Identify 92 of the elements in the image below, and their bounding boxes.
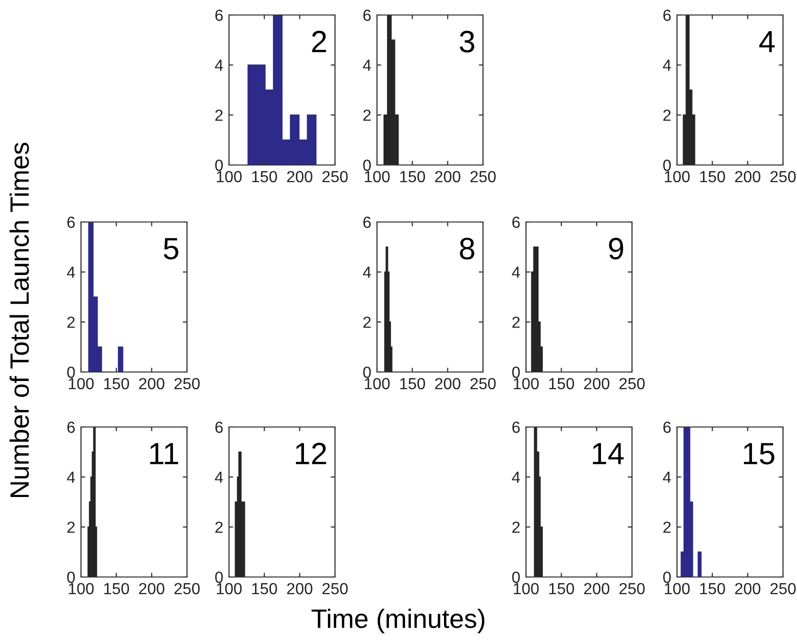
x-tick-label: 100 — [216, 170, 242, 182]
x-tick-label: 200 — [735, 170, 760, 182]
x-tick-label: 100 — [514, 582, 539, 594]
y-tick-label: 0 — [215, 572, 223, 583]
y-tick-label: 0 — [363, 366, 371, 378]
x-tick-label: 100 — [68, 378, 94, 390]
x-tick-label: 200 — [435, 378, 460, 390]
y-tick-label: 0 — [215, 160, 223, 171]
chart-title: 11 — [150, 443, 178, 464]
chart-title: 4 — [759, 31, 775, 52]
chart-title: 9 — [609, 238, 624, 260]
chart-title: 3 — [460, 30, 474, 52]
chart-title: 12 — [296, 442, 326, 464]
x-tick-label: 200 — [584, 378, 610, 390]
x-axis-title: Time (minutes) — [312, 608, 484, 634]
y-tick-label: 2 — [215, 110, 223, 121]
y-tick-label: 0 — [67, 572, 75, 583]
chart-title: 5 — [164, 238, 178, 260]
y-tick-label: 6 — [67, 422, 75, 433]
y-tick-label: 0 — [512, 366, 520, 378]
y-tick-label: 4 — [512, 266, 520, 278]
x-tick-label: 150 — [700, 582, 726, 594]
x-tick-label: 250 — [470, 378, 496, 390]
y-tick-label: 6 — [512, 216, 520, 228]
y-tick-label: 0 — [512, 572, 520, 583]
y-tick-label: 6 — [67, 216, 75, 228]
x-tick-label: 100 — [68, 582, 94, 594]
x-tick-label: 250 — [770, 582, 796, 594]
y-tick-label: 6 — [663, 422, 671, 433]
y-tick-label: 4 — [512, 472, 520, 483]
chart-title: 2 — [312, 30, 326, 52]
y-tick-label: 0 — [363, 160, 371, 171]
chart-title: 14 — [592, 443, 624, 464]
y-tick-label: 4 — [214, 472, 223, 483]
y-tick-label: 4 — [362, 266, 371, 278]
y-tick-label: 6 — [215, 10, 223, 21]
y-tick-label: 2 — [512, 316, 520, 328]
y-tick-label: 2 — [67, 522, 75, 533]
x-tick-label: 100 — [216, 582, 242, 594]
x-tick-label: 250 — [174, 582, 200, 594]
y-tick-label: 2 — [663, 110, 671, 121]
x-tick-label: 200 — [139, 378, 164, 390]
x-tick-label: 250 — [619, 378, 645, 390]
x-tick-label: 150 — [104, 378, 130, 390]
y-tick-label: 2 — [67, 316, 75, 328]
x-tick-label: 150 — [549, 378, 574, 390]
x-tick-label: 150 — [400, 170, 426, 182]
x-tick-label: 100 — [514, 378, 539, 390]
y-tick-label: 6 — [363, 10, 371, 21]
x-tick-label: 150 — [400, 378, 426, 390]
x-tick-label: 250 — [470, 170, 496, 182]
y-tick-label: 4 — [662, 60, 671, 71]
y-tick-label: 6 — [512, 422, 520, 433]
y-tick-label: 0 — [663, 160, 671, 171]
x-tick-label: 200 — [287, 582, 312, 594]
y-tick-label: 2 — [512, 522, 520, 533]
x-tick-label: 200 — [139, 582, 164, 594]
y-tick-label: 6 — [663, 10, 671, 21]
x-tick-label: 200 — [735, 582, 760, 594]
y-tick-label: 2 — [663, 522, 671, 533]
x-tick-label: 150 — [104, 582, 130, 594]
x-tick-label: 100 — [364, 378, 390, 390]
x-tick-label: 250 — [770, 170, 796, 182]
x-tick-label: 100 — [364, 170, 390, 182]
y-tick-label: 2 — [363, 316, 371, 328]
x-tick-label: 100 — [664, 170, 690, 182]
y-tick-label: 4 — [66, 472, 75, 483]
x-tick-label: 200 — [584, 582, 610, 594]
chart-title: 15 — [744, 443, 774, 464]
x-tick-label: 250 — [322, 170, 348, 182]
x-tick-label: 150 — [549, 582, 574, 594]
x-tick-label: 100 — [664, 582, 690, 594]
x-tick-label: 150 — [252, 170, 278, 182]
y-tick-label: 2 — [215, 522, 223, 533]
x-tick-label: 250 — [322, 582, 348, 594]
x-tick-label: 200 — [287, 170, 312, 182]
y-axis-title: Number of Total Launch Times — [10, 142, 29, 498]
x-tick-label: 150 — [700, 170, 726, 182]
x-tick-label: 200 — [435, 170, 460, 182]
y-tick-label: 4 — [66, 266, 75, 278]
chart-title: 8 — [460, 238, 474, 260]
y-tick-label: 0 — [663, 572, 671, 583]
x-tick-label: 250 — [619, 582, 645, 594]
x-tick-label: 250 — [174, 378, 200, 390]
y-tick-label: 4 — [214, 60, 223, 71]
y-tick-label: 6 — [215, 422, 223, 433]
y-tick-label: 6 — [363, 216, 371, 228]
x-tick-label: 150 — [252, 582, 278, 594]
y-tick-label: 2 — [363, 110, 371, 121]
y-tick-label: 4 — [362, 60, 371, 71]
y-tick-label: 4 — [662, 472, 671, 483]
y-tick-label: 0 — [67, 366, 75, 378]
